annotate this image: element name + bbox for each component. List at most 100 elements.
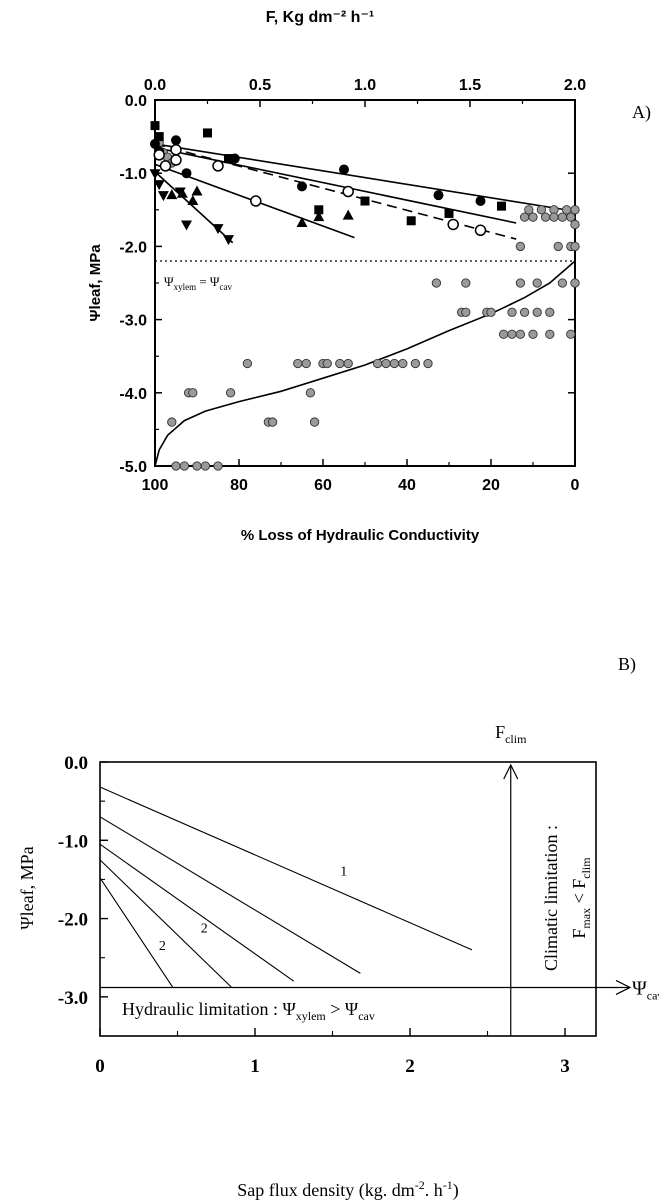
panel-a-vulnerability-point [532, 278, 542, 288]
panel-b-x-tick-label: 3 [560, 1056, 570, 1077]
panel-a-vulnerability-point [335, 358, 345, 369]
panel-a-point-filled-square [444, 208, 454, 218]
panel-a-vulnerability-point [498, 329, 509, 339]
panel-a-vulnerability-point [461, 307, 471, 317]
panel-b-x-ticks: 0 1 2 3 [95, 1028, 570, 1077]
panel-a-data-points [149, 121, 506, 246]
panel-a-point-open-circle [212, 160, 224, 172]
panel-a-vulnerability-point [389, 358, 400, 369]
panel-a-vulnerability-point [322, 358, 332, 369]
panel-a-y-tick-label: -4.0 [119, 386, 147, 403]
panel-a-top-tick-label: 1.0 [354, 77, 376, 94]
panel-b-y-tick-label: 0.0 [64, 753, 88, 774]
panel-a-vulnerability-point [309, 417, 320, 427]
panel-a-vulnerability-point [545, 307, 555, 317]
panel-a-vulnerability-point [557, 278, 568, 288]
panel-a-vulnerability-point [267, 417, 278, 427]
panel-b-model-line [99, 843, 295, 982]
panel-a-point-filled-square [154, 132, 164, 142]
panel-b-y-tick-label: -1.0 [58, 831, 88, 852]
panel-a-point-triangle-down [181, 220, 192, 231]
panel-b-model-line [99, 859, 233, 988]
panel-a-point-filled-square [360, 196, 370, 206]
panel-a-point-open-circle [170, 144, 182, 156]
panel-b-line-labels: 1 2 2 [159, 865, 347, 954]
panel-b-y-ticks: 0.0 -1.0 -2.0 -3.0 [58, 753, 108, 1009]
panel-a-vulnerability-point [515, 329, 526, 339]
panel-a-vulnerability-point [410, 358, 421, 369]
panel-a-point-filled-square [203, 128, 212, 138]
panel-a-bottom-tick-label: 80 [230, 477, 248, 494]
panel-a-vulnerability-point [507, 329, 517, 339]
panel-a-point-filled-circle [297, 181, 307, 192]
panel-a-vulnerability-point [515, 241, 526, 252]
panel-a-top-ticks: 0.0 0.5 1.0 1.5 2.0 [144, 77, 586, 107]
panel-a-vulnerability-point [528, 212, 538, 222]
panel-a-top-tick-label: 1.5 [459, 77, 481, 94]
panel-b-climatic-line2: Fmax < Fclim [569, 857, 593, 939]
panel-a-point-open-circle [342, 185, 354, 198]
panel-a-vulnerability-point [524, 205, 534, 215]
panel-a-point-triangle-down [153, 180, 165, 191]
panel-a-top-tick-label: 0.5 [249, 77, 271, 94]
panel-b-plot-frame [99, 761, 597, 1037]
panel-a-vulnerability-point [423, 358, 433, 369]
panel-b-cav-arrowhead [615, 979, 632, 995]
panel-a-vulnerability-point [570, 241, 580, 252]
panel-a-y-tick-label: -5.0 [119, 459, 147, 476]
panel-a-point-filled-circle [181, 168, 192, 179]
panel-a-vulnerability-point [167, 417, 177, 427]
panel-a-bottom-tick-label: 60 [314, 477, 332, 494]
panel-a-bottom-tick-label: 20 [482, 477, 500, 494]
panel-a-vulnerability-point [461, 278, 471, 288]
panel-a-vulnerability-point [545, 329, 555, 339]
panel-a-fit-line [154, 146, 517, 224]
panel-a-vulnerability-point [519, 307, 530, 317]
panel-a-point-triangle-up [342, 209, 354, 220]
panel-a-vulnerability-point [301, 358, 311, 369]
panel-a-vulnerability-point [553, 241, 563, 252]
panel-a: F, Kg dm⁻² h⁻¹ A) 0.0 0.5 1.0 1.5 2.0 100 80 6… [87, 9, 651, 544]
panel-a-point-triangle-down [212, 224, 224, 235]
panel-b-x-tick-label: 2 [405, 1056, 415, 1077]
panel-b-x-tick-label: 1 [250, 1056, 260, 1077]
panel-a-point-filled-square [406, 216, 416, 226]
panel-a-vulnerability-point [507, 307, 517, 317]
panel-a-vulnerability-point [570, 205, 580, 215]
panel-a-fit-line [154, 143, 517, 240]
panel-a-vulnerability-point [213, 461, 223, 471]
panel-a-point-open-circle [153, 149, 165, 161]
panel-a-point-triangle-up [166, 189, 178, 200]
panel-a-vulnerability-point [225, 388, 236, 398]
panel-a-threshold-label: Ψxylem = Ψcav [164, 274, 233, 292]
panel-a-point-filled-square [497, 201, 506, 211]
panel-a-point-filled-square [224, 154, 233, 164]
panel-a-point-open-circle [159, 160, 172, 172]
panel-a-point-filled-square [314, 205, 324, 215]
panel-b-climatic-line1: Climatic limitation : [541, 825, 561, 971]
panel-b-psi-cav-label: Ψcav [632, 977, 659, 1002]
panel-a-y-tick-label: 0.0 [125, 93, 147, 110]
panel-b-model-line [99, 816, 361, 974]
panel-a-vulnerability-point [171, 461, 181, 471]
panel-b-fclim-arrowhead [503, 763, 519, 780]
panel-a-point-open-circle [170, 154, 182, 166]
panel-a-point-triangle-up [187, 195, 199, 206]
panel-b-hydraulic-limitation-text: Hydraulic limitation : Ψxylem > Ψcav [122, 999, 375, 1023]
panel-a-vulnerability-point [372, 358, 383, 369]
panel-b-fclim-label: Fclim [495, 722, 527, 746]
panel-a-vulnerability-point [305, 388, 316, 398]
panel-a-vulnerability-point [515, 278, 526, 288]
panel-a-vulnerability-point [192, 461, 202, 471]
panel-a-bottom-tick-label: 0 [571, 477, 580, 494]
panel-a-vulnerability-point [536, 205, 547, 215]
panel-b-model-line [99, 786, 473, 951]
panel-a-y-tick-label: -2.0 [119, 239, 147, 256]
panel-a-point-triangle-up [191, 185, 203, 196]
panel-b-y-axis-label: Ψleaf, MPa [17, 846, 37, 929]
panel-a-vulnerability-point [486, 307, 496, 317]
panel-b-model-line [99, 877, 174, 988]
panel-a-point-triangle-down [174, 187, 186, 198]
panel-a-vulnerability-point [540, 212, 551, 222]
